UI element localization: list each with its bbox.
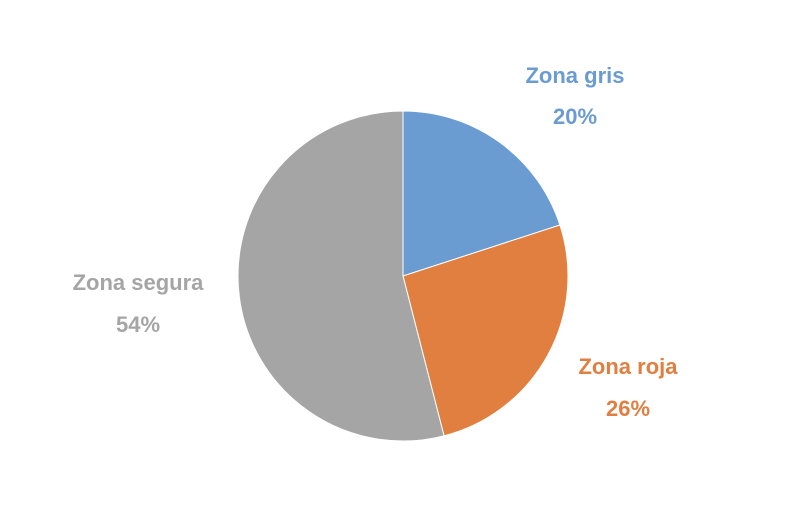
pie-slice-zona-roja <box>402 224 569 437</box>
pie-slice-zona-segura <box>237 110 445 442</box>
pie-slice-zona-gris <box>402 110 561 277</box>
slice-label-zona-segura: Zona segura <box>73 270 205 295</box>
slice-value-zona-roja: 26% <box>606 396 650 421</box>
slice-label-zona-gris: Zona gris <box>525 63 624 88</box>
slice-value-zona-gris: 20% <box>553 104 597 129</box>
slice-value-zona-segura: 54% <box>116 312 160 337</box>
slice-label-zona-roja: Zona roja <box>578 354 678 379</box>
pie-slices <box>237 110 569 442</box>
slice-labels: Zona gris 20% Zona roja 26% Zona segura 54% <box>73 63 679 421</box>
